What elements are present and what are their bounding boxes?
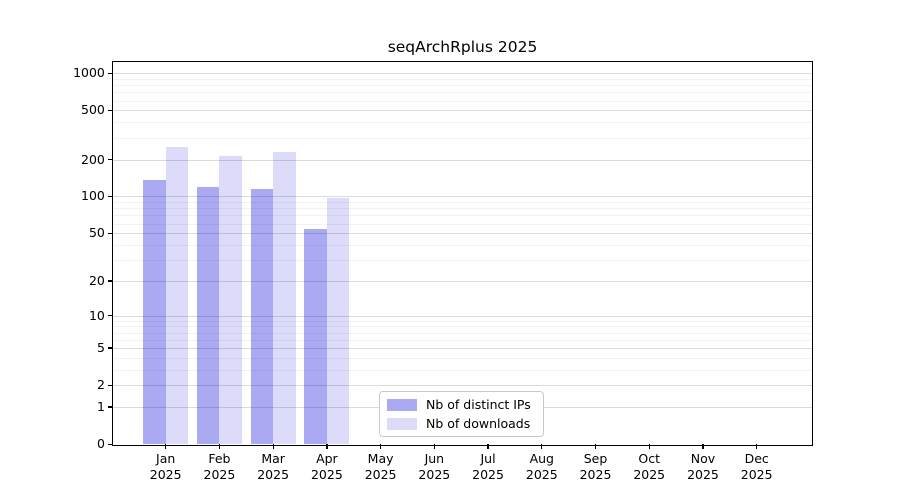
bar-ips-mar [250,188,274,445]
x-axis-tick [702,444,704,449]
x-axis-tick-label: Oct 2025 [633,451,666,482]
gridline-minor [113,78,812,80]
y-axis-tick-label: 200 [81,151,105,167]
legend-item-label: Nb of downloads [426,415,531,431]
legend: Nb of distinct IPs Nb of downloads [379,391,544,437]
y-axis-tick [108,109,113,112]
y-axis-tick [108,280,113,282]
x-axis-tick [648,444,650,449]
bar-downloads-apr [326,198,350,445]
x-axis-tick-label: Mar 2025 [257,451,290,482]
x-axis-tick [272,444,274,449]
gridline-major [113,159,812,161]
y-axis-tick-label: 5 [96,340,105,356]
x-axis-tick-label: Aug 2025 [525,451,558,482]
legend-swatch-ips [387,398,417,411]
x-axis-tick [487,444,489,449]
y-axis-tick-label: 0 [96,436,105,452]
x-axis-tick [433,444,436,449]
legend-item-label: Nb of distinct IPs [426,396,531,412]
x-axis-tick-label: Feb 2025 [203,451,236,482]
gridline-major [113,110,812,112]
bar-ips-feb [196,187,220,445]
bar-downloads-jan [165,146,189,445]
y-axis-tick [108,384,113,386]
bar-ips-jan [143,179,166,445]
legend-swatch-downloads [387,417,417,430]
chart-title: seqArchRplus 2025 [387,38,538,56]
y-axis-tick [108,406,113,408]
gridline-minor [113,92,812,94]
bar-ips-apr [304,229,327,445]
y-axis-tick-label: 500 [81,102,105,118]
y-axis-tick-label: 20 [88,272,105,288]
bar-downloads-feb [219,155,242,445]
x-axis-tick [594,444,597,449]
y-axis-tick [108,443,113,445]
y-axis-tick [108,232,113,234]
y-axis-tick [108,195,113,198]
y-axis-tick [108,72,113,74]
y-axis-tick-label: 100 [81,188,105,204]
y-axis-tick [108,314,113,317]
gridline-minor [113,100,812,102]
gridline-minor [113,137,812,139]
x-axis-tick-label: Jul 2025 [472,451,504,482]
x-axis-tick [541,444,543,449]
x-axis-tick-label: Jan 2025 [149,451,182,482]
y-axis-tick-label: 2 [96,377,105,393]
y-axis-tick-label: 1000 [73,65,105,81]
gridline-minor [113,85,812,87]
x-axis-tick [165,444,167,449]
legend-item-ips: Nb of distinct IPs [387,396,535,413]
y-axis-tick-label: 50 [88,225,105,241]
x-axis-tick [380,444,382,449]
x-axis-tick-label: Dec 2025 [740,451,773,482]
y-axis-tick-label: 1 [96,399,105,415]
x-axis-tick-label: Apr 2025 [310,451,343,482]
x-axis-tick-label: Nov 2025 [687,451,719,482]
x-axis-tick-label: May 2025 [364,451,397,482]
y-axis-tick-label: 10 [88,307,105,323]
y-axis-tick [108,158,113,161]
x-axis-tick [756,444,758,449]
gridline-minor [113,122,812,124]
gridline-major [113,73,812,75]
bar-downloads-mar [273,152,296,445]
legend-item-downloads: Nb of downloads [387,415,535,432]
x-axis-tick [218,444,221,449]
x-axis-tick-label: Jun 2025 [418,451,451,482]
x-axis-tick-label: Sep 2025 [579,451,612,482]
y-axis-tick [108,347,113,349]
x-axis-tick [326,444,328,449]
